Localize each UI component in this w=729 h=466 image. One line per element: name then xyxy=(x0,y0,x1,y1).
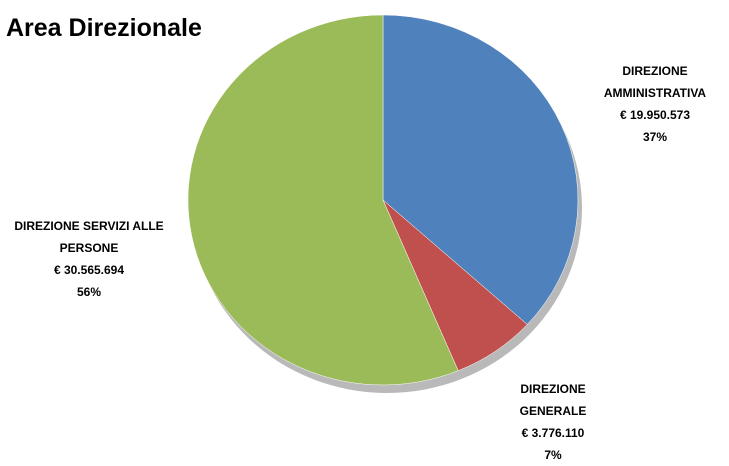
pie-slice xyxy=(187,14,459,386)
pie-slice xyxy=(382,14,579,325)
slice-label: DIREZIONE SERVIZI ALLE PERSONE € 30.565.6… xyxy=(10,215,168,303)
category-label: DIREZIONE SERVIZI ALLE PERSONE xyxy=(14,219,164,255)
category-label: DIREZIONE AMMINISTRATIVA xyxy=(603,64,707,100)
slice-label: DIREZIONE AMMINISTRATIVA € 19.950.573 37% xyxy=(590,60,720,148)
value-label: € 19.950.573 xyxy=(619,108,691,122)
percentage-label: 7% xyxy=(544,448,562,462)
category-label: DIREZIONE GENERALE xyxy=(519,382,587,418)
percentage-label: 56% xyxy=(76,285,102,299)
percentage-label: 37% xyxy=(642,130,668,144)
value-label: € 3.776.110 xyxy=(521,426,585,440)
value-label: € 30.565.694 xyxy=(53,263,125,277)
chart-title: Area Direzionale xyxy=(6,14,202,42)
slice-label: DIREZIONE GENERALE € 3.776.110 7% xyxy=(498,378,608,466)
